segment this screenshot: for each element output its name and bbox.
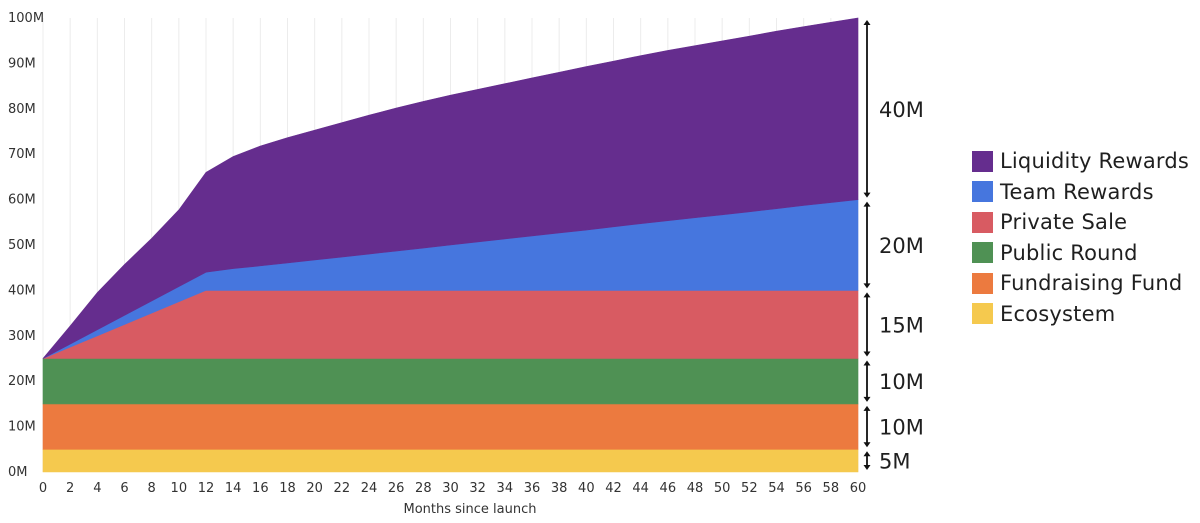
annotation-label: 20M bbox=[879, 234, 924, 258]
annotation-bracket: 20M bbox=[863, 201, 924, 289]
x-tick-label: 20 bbox=[306, 481, 323, 496]
bracket-arrow-down bbox=[863, 465, 871, 470]
bracket-arrow-down bbox=[863, 396, 871, 402]
stacked-areas bbox=[42, 17, 859, 473]
x-tick-label: 0 bbox=[39, 481, 47, 496]
x-tick-label: 10 bbox=[171, 481, 188, 496]
x-tick-label: 30 bbox=[442, 481, 459, 496]
legend-swatch bbox=[972, 211, 993, 233]
legend-label: Ecosystem bbox=[1000, 301, 1116, 326]
x-tick-label: 42 bbox=[605, 481, 622, 496]
legend-label: Liquidity Rewards bbox=[1000, 149, 1190, 174]
x-tick-label: 14 bbox=[225, 481, 242, 496]
legend-item-liquidity-rewards: Liquidity Rewards bbox=[972, 146, 1189, 177]
x-axis-label: Months since launch bbox=[404, 502, 537, 517]
x-tick-label: 56 bbox=[795, 481, 812, 496]
annotation-bracket: 5M bbox=[863, 450, 910, 474]
area-public-round bbox=[42, 358, 859, 405]
bracket-arrow-down bbox=[863, 283, 871, 289]
x-tick-label: 8 bbox=[148, 481, 156, 496]
annotation-bracket: 40M bbox=[863, 20, 924, 198]
y-tick-label: 80M bbox=[8, 102, 36, 117]
annotation-label: 10M bbox=[879, 370, 924, 394]
y-tick-label: 50M bbox=[8, 238, 36, 253]
legend-label: Public Round bbox=[1000, 240, 1138, 265]
annotation-label: 10M bbox=[879, 416, 924, 440]
bracket-arrow-up bbox=[863, 405, 871, 411]
legend-item-public-round: Public Round bbox=[972, 238, 1189, 269]
y-tick-label: 0M bbox=[8, 465, 28, 480]
x-tick-label: 22 bbox=[334, 481, 351, 496]
legend-swatch bbox=[972, 272, 993, 294]
area-liquidity-rewards bbox=[42, 17, 859, 359]
x-tick-label: 26 bbox=[388, 481, 405, 496]
legend-label: Fundraising Fund bbox=[1000, 271, 1183, 296]
bracket-arrow-up bbox=[863, 20, 871, 25]
x-tick-label: 34 bbox=[497, 481, 514, 496]
x-tick-label: 48 bbox=[687, 481, 704, 496]
legend-swatch bbox=[972, 303, 993, 325]
x-tick-label: 38 bbox=[551, 481, 568, 496]
bracket-arrow-up bbox=[863, 292, 871, 298]
x-tick-label: 58 bbox=[823, 481, 840, 496]
allocation-annotations: 40M 20M 15M 10M 10M 5M bbox=[863, 20, 924, 474]
x-tick-label: 2 bbox=[66, 481, 74, 496]
bracket-arrow-up bbox=[863, 451, 871, 457]
x-tick-label: 52 bbox=[741, 481, 758, 496]
x-tick-label: 50 bbox=[714, 481, 731, 496]
x-tick-label: 36 bbox=[524, 481, 541, 496]
legend-swatch bbox=[972, 181, 993, 203]
y-axis-ticks: 0M 10M 20M 30M 40M 50M 60M 70M 80M 90M 100M bbox=[8, 11, 44, 480]
x-tick-label: 28 bbox=[415, 481, 432, 496]
y-tick-label: 20M bbox=[8, 374, 36, 389]
bracket-arrow-up bbox=[863, 360, 871, 366]
legend-swatch bbox=[972, 150, 993, 172]
x-tick-label: 4 bbox=[93, 481, 101, 496]
legend-swatch bbox=[972, 242, 993, 264]
bracket-arrow-down bbox=[863, 442, 871, 448]
x-tick-label: 54 bbox=[768, 481, 785, 496]
x-tick-label: 32 bbox=[469, 481, 486, 496]
y-tick-label: 30M bbox=[8, 329, 36, 344]
y-tick-label: 70M bbox=[8, 147, 36, 162]
annotation-label: 40M bbox=[879, 98, 924, 122]
legend-item-private-sale: Private Sale bbox=[972, 207, 1189, 238]
annotation-label: 5M bbox=[879, 450, 910, 474]
legend: Liquidity Rewards Team Rewards Private Sal… bbox=[972, 146, 1189, 329]
x-tick-label: 40 bbox=[578, 481, 595, 496]
annotation-label: 15M bbox=[879, 313, 924, 337]
x-axis-ticks: 0 2 4 6 8 10 12 14 16 18 20 22 24 26 28 30 32 34 36 38 40 42 4… bbox=[39, 481, 866, 496]
legend-label: Private Sale bbox=[1000, 210, 1128, 235]
legend-item-ecosystem: Ecosystem bbox=[972, 299, 1189, 330]
area-fundraising-fund bbox=[42, 403, 859, 450]
annotation-bracket: 10M bbox=[863, 405, 924, 448]
y-tick-label: 100M bbox=[8, 11, 44, 26]
bracket-arrow-up bbox=[863, 201, 871, 207]
legend-item-team-rewards: Team Rewards bbox=[972, 177, 1189, 208]
x-tick-label: 24 bbox=[361, 481, 378, 496]
x-tick-label: 46 bbox=[660, 481, 677, 496]
x-tick-label: 60 bbox=[850, 481, 867, 496]
y-tick-label: 60M bbox=[8, 193, 36, 208]
x-tick-label: 6 bbox=[120, 481, 128, 496]
annotation-bracket: 15M bbox=[863, 292, 924, 357]
x-tick-label: 44 bbox=[632, 481, 649, 496]
x-tick-label: 12 bbox=[198, 481, 215, 496]
bracket-arrow-down bbox=[863, 351, 871, 357]
area-ecosystem bbox=[42, 449, 859, 473]
bracket-arrow-down bbox=[863, 192, 871, 198]
y-tick-label: 40M bbox=[8, 283, 36, 298]
legend-label: Team Rewards bbox=[1000, 179, 1154, 204]
legend-item-fundraising-fund: Fundraising Fund bbox=[972, 268, 1189, 299]
y-tick-label: 10M bbox=[8, 420, 36, 435]
y-tick-label: 90M bbox=[8, 56, 36, 71]
x-tick-label: 16 bbox=[252, 481, 269, 496]
x-tick-label: 18 bbox=[279, 481, 296, 496]
annotation-bracket: 10M bbox=[863, 360, 924, 402]
